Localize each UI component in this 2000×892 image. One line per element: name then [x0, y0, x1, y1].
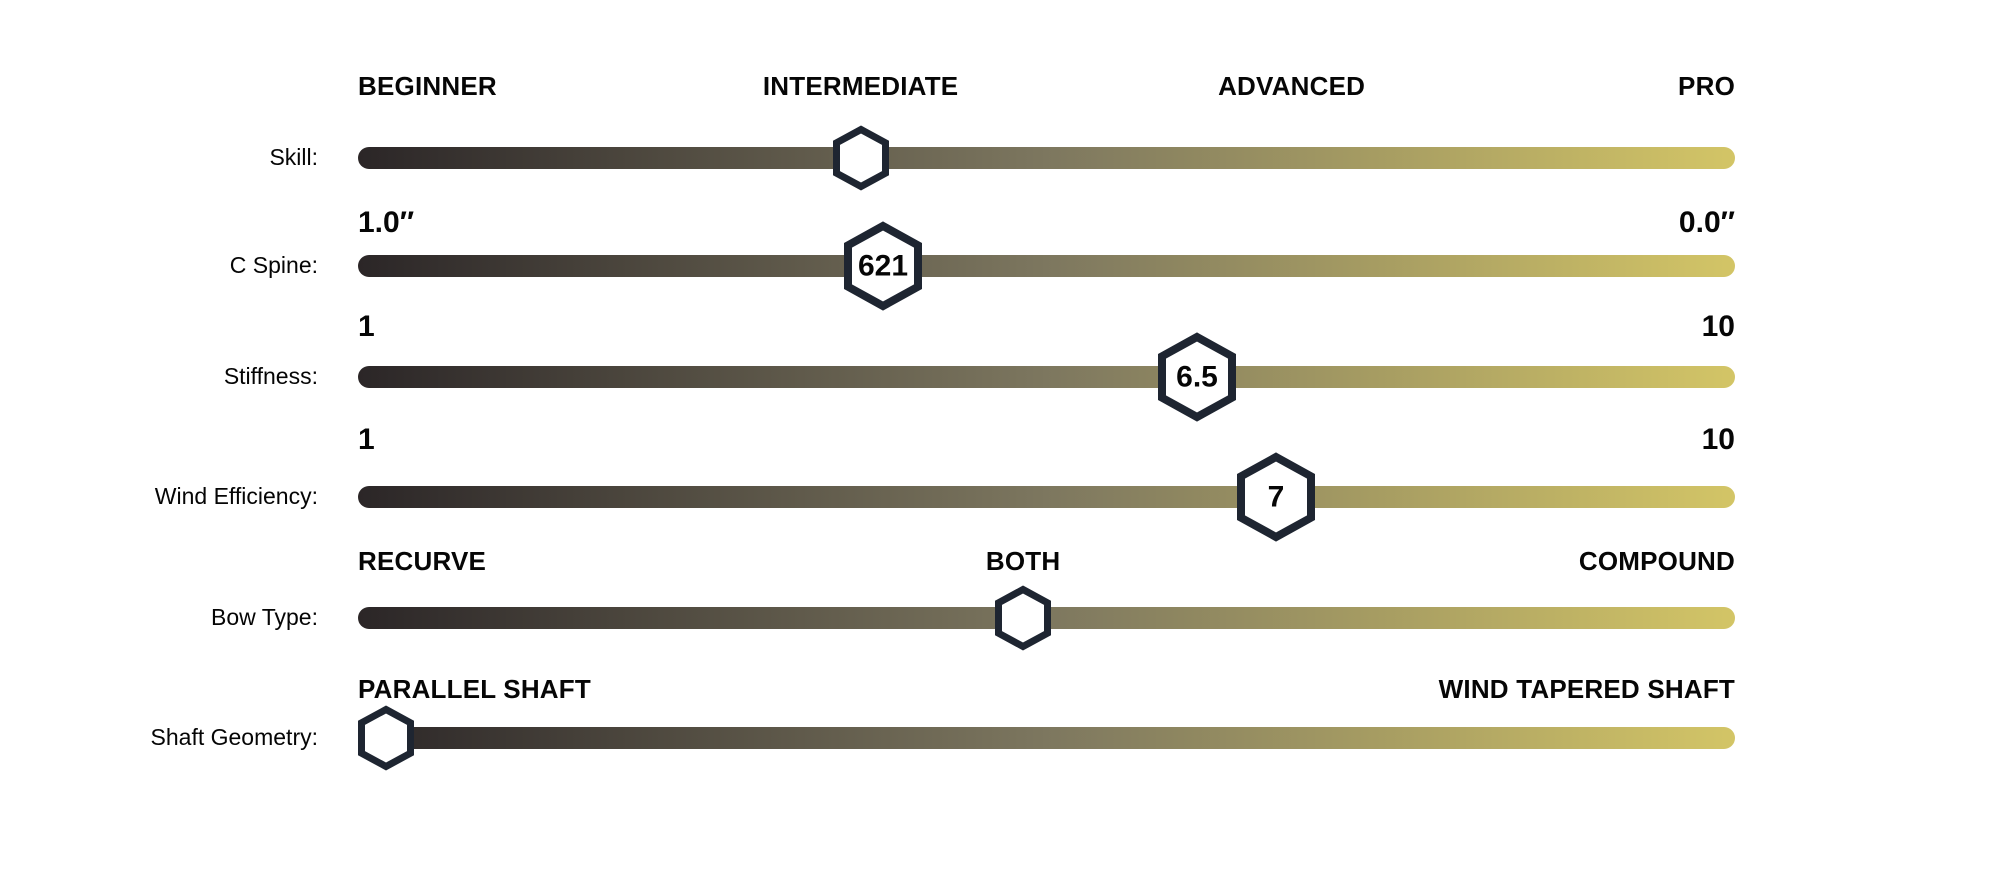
scale-label: 1 — [358, 310, 375, 343]
scale-label: INTERMEDIATE — [762, 71, 959, 101]
row-label: C Spine: — [229, 251, 318, 278]
scale-label: PARALLEL SHAFT — [358, 674, 591, 704]
hexagon-marker: 7 — [1236, 452, 1316, 542]
row-label: Bow Type: — [211, 603, 318, 630]
row-label: Wind Efficiency: — [154, 482, 318, 509]
scale-label: 1.0″ — [358, 206, 415, 239]
hexagon-marker — [357, 705, 415, 771]
hexagon-shape — [995, 585, 1052, 651]
row-label: Stiffness: — [223, 362, 318, 389]
row-label: Skill: — [269, 143, 318, 170]
scale-label: 10 — [1701, 310, 1735, 343]
scale-label: COMPOUND — [1578, 546, 1735, 576]
marker-value: 621 — [858, 250, 908, 283]
hexagon-marker: 621 — [843, 221, 923, 311]
scale-label: ADVANCED — [1218, 71, 1366, 101]
marker-value: 6.5 — [1176, 361, 1218, 394]
hexagon-marker — [832, 125, 890, 191]
hexagon-shape — [832, 125, 889, 191]
slider-track — [358, 727, 1735, 749]
hexagon-marker: 6.5 — [1157, 332, 1237, 422]
hexagon-shape — [1237, 452, 1316, 542]
scale-label: RECURVE — [358, 546, 487, 576]
marker-value: 7 — [1268, 481, 1285, 514]
scale-label: 10 — [1701, 423, 1735, 456]
hexagon-shape — [1157, 332, 1236, 422]
row-label: Shaft Geometry: — [150, 723, 318, 750]
slider-track — [358, 486, 1735, 508]
scale-label: BOTH — [985, 546, 1061, 576]
hexagon-shape — [357, 705, 414, 771]
scale-label: PRO — [1678, 71, 1735, 101]
slider-track — [358, 366, 1735, 388]
scale-label: WIND TAPERED SHAFT — [1438, 674, 1735, 704]
scale-label: 0.0″ — [1678, 206, 1735, 239]
scale-label: BEGINNER — [358, 71, 497, 101]
slider-track — [358, 255, 1735, 277]
hexagon-shape — [843, 221, 922, 311]
hexagon-marker — [994, 585, 1052, 651]
scale-label: 1 — [358, 423, 375, 456]
slider-track — [358, 147, 1735, 169]
